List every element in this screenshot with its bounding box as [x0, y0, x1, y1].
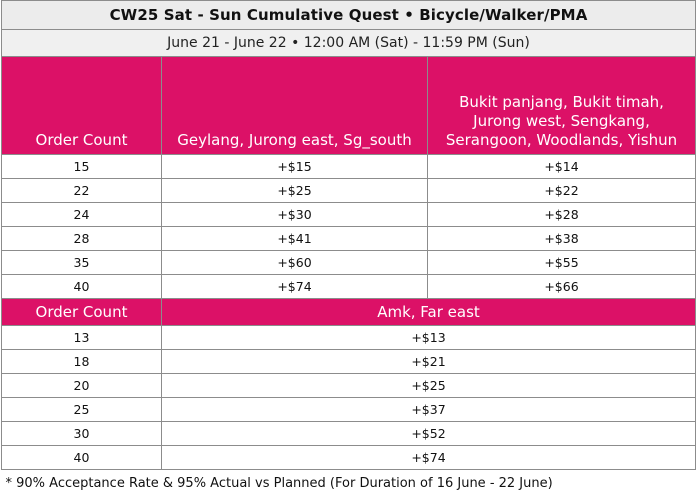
table-row: 24+$30+$28 [2, 203, 696, 227]
order-count-cell: 40 [2, 446, 162, 470]
zone-a-amount-cell: +$30 [162, 203, 428, 227]
zone-a-amount-cell: +$74 [162, 275, 428, 299]
order-count-cell: 22 [2, 179, 162, 203]
zone-b-amount-cell: +$38 [428, 227, 696, 251]
table-row: 35+$60+$55 [2, 251, 696, 275]
zone-amk-amount-cell: +$25 [162, 374, 696, 398]
section1-header-row: Order Count Geylang, Jurong east, Sg_sou… [2, 57, 696, 155]
zone-a-amount-cell: +$41 [162, 227, 428, 251]
table-subtitle: June 21 - June 22 • 12:00 AM (Sat) - 11:… [2, 30, 696, 57]
table-row: 15+$15+$14 [2, 155, 696, 179]
order-count-header: Order Count [2, 299, 162, 326]
zone-amk-amount-cell: +$52 [162, 422, 696, 446]
order-count-cell: 35 [2, 251, 162, 275]
zone-amk-amount-cell: +$74 [162, 446, 696, 470]
zone-amk-header: Amk, Far east [162, 299, 696, 326]
order-count-cell: 25 [2, 398, 162, 422]
table-row: 30+$52 [2, 422, 696, 446]
footnote: * 90% Acceptance Rate & 95% Actual vs Pl… [2, 470, 696, 496]
zone-b-amount-cell: +$14 [428, 155, 696, 179]
table-title: CW25 Sat - Sun Cumulative Quest • Bicycl… [2, 1, 696, 30]
zone-b-header: Bukit panjang, Bukit timah, Jurong west,… [428, 57, 696, 155]
order-count-cell: 28 [2, 227, 162, 251]
zone-amk-amount-cell: +$21 [162, 350, 696, 374]
table-row: 22+$25+$22 [2, 179, 696, 203]
order-count-cell: 20 [2, 374, 162, 398]
zone-b-amount-cell: +$28 [428, 203, 696, 227]
order-count-cell: 24 [2, 203, 162, 227]
zone-b-amount-cell: +$22 [428, 179, 696, 203]
zone-b-amount-cell: +$55 [428, 251, 696, 275]
table-row: 18+$21 [2, 350, 696, 374]
order-count-cell: 13 [2, 326, 162, 350]
order-count-cell: 40 [2, 275, 162, 299]
table-row: 25+$37 [2, 398, 696, 422]
zone-a-amount-cell: +$15 [162, 155, 428, 179]
zone-amk-amount-cell: +$13 [162, 326, 696, 350]
title-row: CW25 Sat - Sun Cumulative Quest • Bicycl… [2, 1, 696, 30]
zone-amk-amount-cell: +$37 [162, 398, 696, 422]
zone-b-amount-cell: +$66 [428, 275, 696, 299]
table-row: 40+$74+$66 [2, 275, 696, 299]
zone-a-amount-cell: +$60 [162, 251, 428, 275]
zone-a-amount-cell: +$25 [162, 179, 428, 203]
order-count-header: Order Count [2, 57, 162, 155]
section2-header-row: Order Count Amk, Far east [2, 299, 696, 326]
order-count-cell: 15 [2, 155, 162, 179]
subtitle-row: June 21 - June 22 • 12:00 AM (Sat) - 11:… [2, 30, 696, 57]
table-row: 28+$41+$38 [2, 227, 696, 251]
zone-a-header: Geylang, Jurong east, Sg_south [162, 57, 428, 155]
order-count-cell: 18 [2, 350, 162, 374]
order-count-cell: 30 [2, 422, 162, 446]
table-row: 13+$13 [2, 326, 696, 350]
footnote-row: * 90% Acceptance Rate & 95% Actual vs Pl… [2, 470, 696, 496]
table-row: 20+$25 [2, 374, 696, 398]
table-row: 40+$74 [2, 446, 696, 470]
